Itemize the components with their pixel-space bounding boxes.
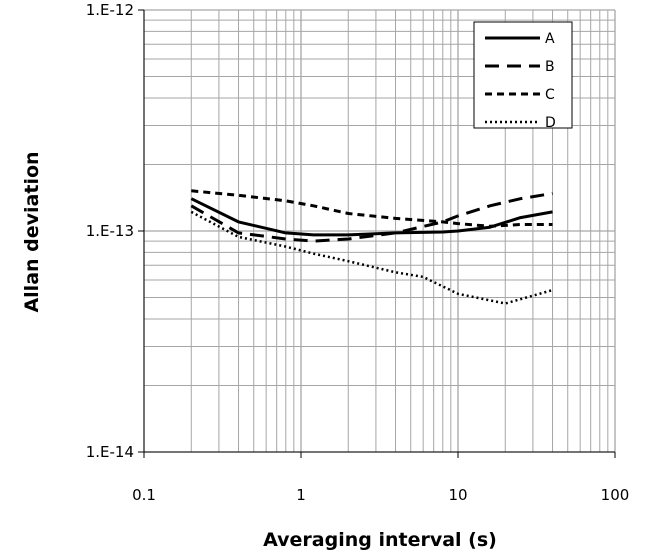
- x-tick-label: 100: [601, 486, 630, 504]
- y-tick-label: 1.E-12: [86, 1, 134, 19]
- x-tick-label: 0.1: [132, 486, 156, 504]
- axes: [138, 9, 616, 458]
- legend-label-a: A: [545, 31, 555, 47]
- legend-label-b: B: [545, 59, 555, 75]
- legend-box: [473, 21, 573, 129]
- series-line-c: [191, 189, 553, 228]
- series-layer: [190, 189, 553, 305]
- legend-label-d: D: [545, 115, 556, 131]
- y-tick-label: 1.E-14: [86, 443, 134, 461]
- x-tick-label: 1: [296, 486, 306, 504]
- series-line-a: [190, 197, 553, 237]
- y-axis-title: Allan deviation: [21, 151, 43, 312]
- tick-labels: 0.1 1 10 100 1.E-14 1.E-13 1.E-12: [86, 1, 630, 504]
- legend-label-c: C: [545, 87, 555, 103]
- series-line-d: [190, 210, 553, 305]
- x-tick-label: 10: [448, 486, 467, 504]
- x-axis-title: Averaging interval (s): [263, 529, 497, 551]
- y-tick-label: 1.E-13: [86, 222, 134, 240]
- series-line-b: [190, 191, 553, 243]
- grid: [143, 9, 616, 453]
